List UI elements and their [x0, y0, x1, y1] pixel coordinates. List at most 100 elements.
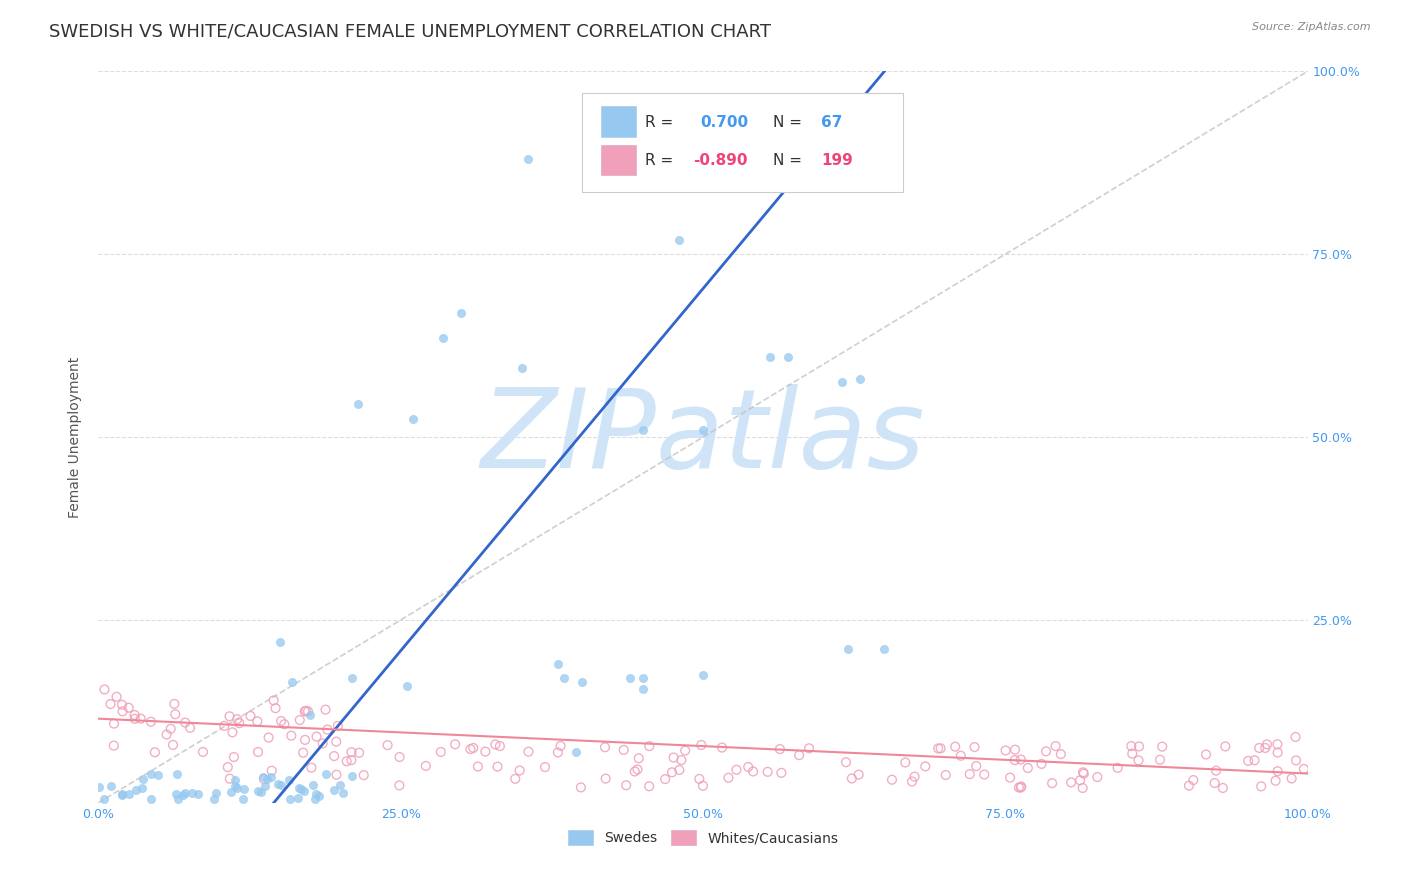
Point	[288, 781, 311, 796]
Point	[460, 742, 482, 756]
Point	[280, 729, 302, 743]
Point	[1149, 753, 1171, 767]
Point	[267, 777, 290, 791]
Text: SWEDISH VS WHITE/CAUCASIAN FEMALE UNEMPLOYMENT CORRELATION CHART: SWEDISH VS WHITE/CAUCASIAN FEMALE UNEMPL…	[49, 22, 772, 40]
Point	[124, 712, 146, 726]
Point	[129, 712, 152, 726]
Point	[613, 743, 636, 757]
Point	[131, 780, 153, 795]
Text: N =: N =	[773, 153, 803, 168]
Point	[758, 350, 780, 364]
Point	[1031, 756, 1053, 771]
Point	[1281, 772, 1303, 786]
Text: 199: 199	[821, 153, 853, 168]
Point	[139, 767, 162, 781]
Text: 67: 67	[821, 115, 842, 130]
Point	[292, 784, 315, 798]
Point	[595, 772, 617, 786]
Point	[395, 679, 418, 693]
Point	[308, 789, 330, 803]
Point	[638, 779, 661, 793]
Point	[105, 690, 128, 704]
Point	[994, 743, 1017, 757]
Point	[692, 423, 714, 437]
Point	[294, 732, 316, 747]
Point	[688, 772, 710, 786]
Point	[831, 376, 853, 390]
Point	[156, 727, 179, 741]
Point	[848, 767, 870, 781]
Point	[148, 768, 170, 782]
Point	[880, 772, 903, 787]
Point	[340, 769, 363, 783]
Point	[965, 759, 987, 773]
Point	[159, 722, 181, 736]
Point	[253, 779, 276, 793]
Point	[1292, 762, 1315, 776]
Point	[315, 703, 337, 717]
Point	[342, 672, 364, 686]
Point	[132, 772, 155, 786]
Point	[692, 779, 714, 793]
Point	[111, 789, 134, 803]
Point	[1152, 739, 1174, 754]
Point	[661, 765, 683, 780]
Point	[998, 771, 1021, 785]
Point	[297, 704, 319, 718]
Point	[191, 745, 214, 759]
Point	[143, 745, 166, 759]
Point	[1212, 780, 1234, 795]
Point	[894, 756, 917, 770]
Point	[270, 714, 292, 728]
Point	[277, 773, 299, 788]
Point	[124, 708, 146, 723]
Point	[281, 675, 304, 690]
Point	[1085, 770, 1108, 784]
Point	[1249, 740, 1271, 755]
Point	[959, 767, 981, 781]
Point	[118, 700, 141, 714]
Point	[1121, 739, 1143, 753]
Point	[332, 786, 354, 800]
Point	[415, 759, 437, 773]
Text: N =: N =	[773, 115, 803, 130]
Text: R =: R =	[645, 153, 673, 168]
Point	[287, 791, 309, 805]
Point	[316, 723, 339, 737]
Point	[1107, 761, 1129, 775]
Point	[1004, 753, 1026, 767]
Point	[756, 764, 779, 779]
Point	[1215, 739, 1237, 754]
Point	[711, 740, 734, 755]
Point	[1121, 747, 1143, 761]
Point	[340, 745, 363, 759]
Point	[322, 783, 344, 797]
Point	[430, 745, 453, 759]
Point	[510, 360, 533, 375]
Point	[737, 760, 759, 774]
Point	[326, 719, 349, 733]
Point	[1035, 744, 1057, 758]
Text: -0.890: -0.890	[693, 153, 748, 168]
Point	[221, 725, 243, 739]
Point	[547, 746, 569, 760]
Point	[228, 716, 250, 731]
Point	[1182, 773, 1205, 788]
Point	[770, 765, 793, 780]
Point	[257, 731, 280, 745]
Point	[914, 759, 936, 773]
Point	[569, 780, 592, 795]
Point	[179, 721, 201, 735]
Point	[835, 755, 858, 769]
Point	[93, 682, 115, 697]
Point	[1254, 741, 1277, 756]
Point	[624, 764, 647, 779]
Point	[347, 746, 370, 760]
Point	[1267, 737, 1289, 751]
Point	[288, 713, 311, 727]
Point	[270, 778, 292, 792]
Point	[290, 782, 312, 797]
Point	[1073, 766, 1095, 780]
Point	[264, 701, 287, 715]
Point	[219, 784, 242, 798]
